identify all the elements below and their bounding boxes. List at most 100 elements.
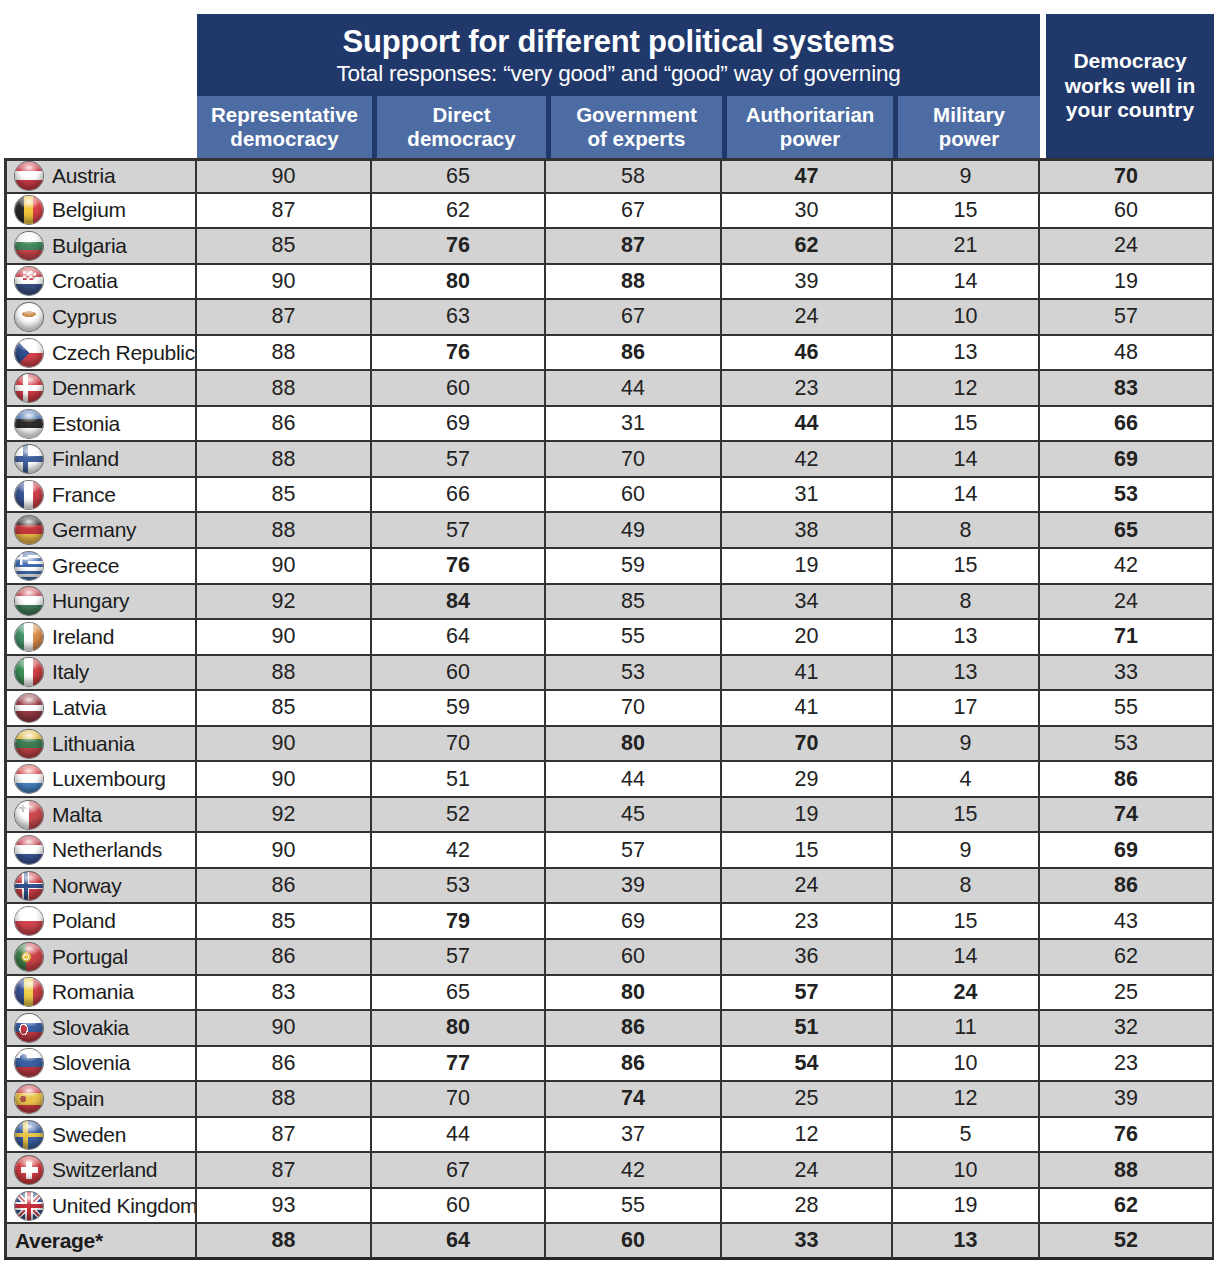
value-cell: 51 — [372, 762, 546, 798]
value-cell: 9 — [893, 833, 1040, 869]
value-cell: 80 — [546, 727, 722, 763]
value-cell: 67 — [372, 1153, 546, 1189]
value-cell: 86 — [546, 336, 722, 372]
value-cell: 79 — [372, 904, 546, 940]
value-cell: 42 — [546, 1153, 722, 1189]
value-cell: 31 — [546, 407, 722, 443]
value-cell: 15 — [722, 833, 893, 869]
value-cell: 24 — [1040, 585, 1214, 621]
value-cell: 69 — [546, 904, 722, 940]
country-name: Hungary — [52, 589, 129, 613]
col-header-direct-democracy: Direct democracy — [372, 96, 546, 158]
country-cell: Estonia — [4, 407, 197, 443]
value-cell: 60 — [372, 1189, 546, 1225]
value-cell: 85 — [197, 478, 372, 514]
value-cell: 9 — [893, 727, 1040, 763]
country-name: Estonia — [52, 412, 120, 436]
value-cell: 66 — [1040, 407, 1214, 443]
value-cell: 90 — [197, 727, 372, 763]
value-cell: 12 — [722, 1118, 893, 1154]
value-cell: 33 — [722, 1224, 893, 1260]
value-cell: 15 — [893, 904, 1040, 940]
value-cell: 15 — [893, 407, 1040, 443]
value-cell: 83 — [197, 976, 372, 1012]
value-cell: 63 — [372, 300, 546, 336]
value-cell: 43 — [1040, 904, 1214, 940]
value-cell: 86 — [1040, 869, 1214, 905]
value-cell: 87 — [197, 194, 372, 230]
country-name: France — [52, 483, 116, 507]
country-cell: Slovenia — [4, 1047, 197, 1083]
value-cell: 13 — [893, 1224, 1040, 1260]
country-name: Slovakia — [52, 1016, 129, 1040]
value-cell: 53 — [546, 656, 722, 692]
luxembourg-flag-icon — [15, 765, 43, 793]
poland-flag-icon — [15, 907, 43, 935]
value-cell: 92 — [197, 798, 372, 834]
value-cell: 41 — [722, 691, 893, 727]
value-cell: 15 — [893, 194, 1040, 230]
value-cell: 4 — [893, 762, 1040, 798]
value-cell: 21 — [893, 229, 1040, 265]
value-cell: 62 — [372, 194, 546, 230]
value-cell: 24 — [1040, 229, 1214, 265]
slovakia-flag-icon — [15, 1014, 43, 1042]
country-cell: Germany — [4, 513, 197, 549]
value-cell: 59 — [546, 549, 722, 585]
country-name: United Kingdom — [52, 1194, 197, 1218]
value-cell: 53 — [372, 869, 546, 905]
value-cell: 88 — [197, 1082, 372, 1118]
value-cell: 47 — [722, 158, 893, 194]
value-cell: 86 — [197, 869, 372, 905]
value-cell: 87 — [197, 300, 372, 336]
value-cell: 14 — [893, 478, 1040, 514]
country-name: Slovenia — [52, 1051, 130, 1075]
country-name: Sweden — [52, 1123, 126, 1147]
value-cell: 55 — [546, 1189, 722, 1225]
value-cell: 12 — [893, 371, 1040, 407]
country-cell: Luxembourg — [4, 762, 197, 798]
value-cell: 54 — [722, 1047, 893, 1083]
country-cell: Denmark — [4, 371, 197, 407]
country-cell: Greece — [4, 549, 197, 585]
country-cell: Cyprus — [4, 300, 197, 336]
country-cell: Finland — [4, 442, 197, 478]
value-cell: 51 — [722, 1011, 893, 1047]
country-name: Belgium — [52, 198, 126, 222]
value-cell: 8 — [893, 585, 1040, 621]
value-cell: 32 — [1040, 1011, 1214, 1047]
country-cell: Latvia — [4, 691, 197, 727]
value-cell: 44 — [546, 371, 722, 407]
country-name: Netherlands — [52, 838, 162, 862]
value-cell: 88 — [197, 1224, 372, 1260]
value-cell: 55 — [546, 620, 722, 656]
country-name: Czech Republic — [52, 341, 195, 365]
cyprus-flag-icon — [15, 303, 43, 331]
value-cell: 86 — [546, 1011, 722, 1047]
country-name: Cyprus — [52, 305, 117, 329]
value-cell: 90 — [197, 762, 372, 798]
value-cell: 15 — [893, 798, 1040, 834]
value-cell: 70 — [722, 727, 893, 763]
value-cell: 86 — [1040, 762, 1214, 798]
value-cell: 65 — [372, 976, 546, 1012]
value-cell: 33 — [1040, 656, 1214, 692]
italy-flag-icon — [15, 658, 43, 686]
country-cell: Lithuania — [4, 727, 197, 763]
france-flag-icon — [15, 481, 43, 509]
value-cell: 8 — [893, 513, 1040, 549]
value-cell: 76 — [372, 549, 546, 585]
country-name: Poland — [52, 909, 116, 933]
value-cell: 86 — [197, 1047, 372, 1083]
country-name: Latvia — [52, 696, 106, 720]
value-cell: 86 — [197, 940, 372, 976]
value-cell: 88 — [197, 442, 372, 478]
value-cell: 70 — [546, 691, 722, 727]
value-cell: 64 — [372, 1224, 546, 1260]
country-cell: Norway — [4, 869, 197, 905]
value-cell: 60 — [1040, 194, 1214, 230]
bulgaria-flag-icon — [15, 232, 43, 260]
value-cell: 12 — [893, 1082, 1040, 1118]
value-cell: 74 — [1040, 798, 1214, 834]
value-cell: 59 — [372, 691, 546, 727]
